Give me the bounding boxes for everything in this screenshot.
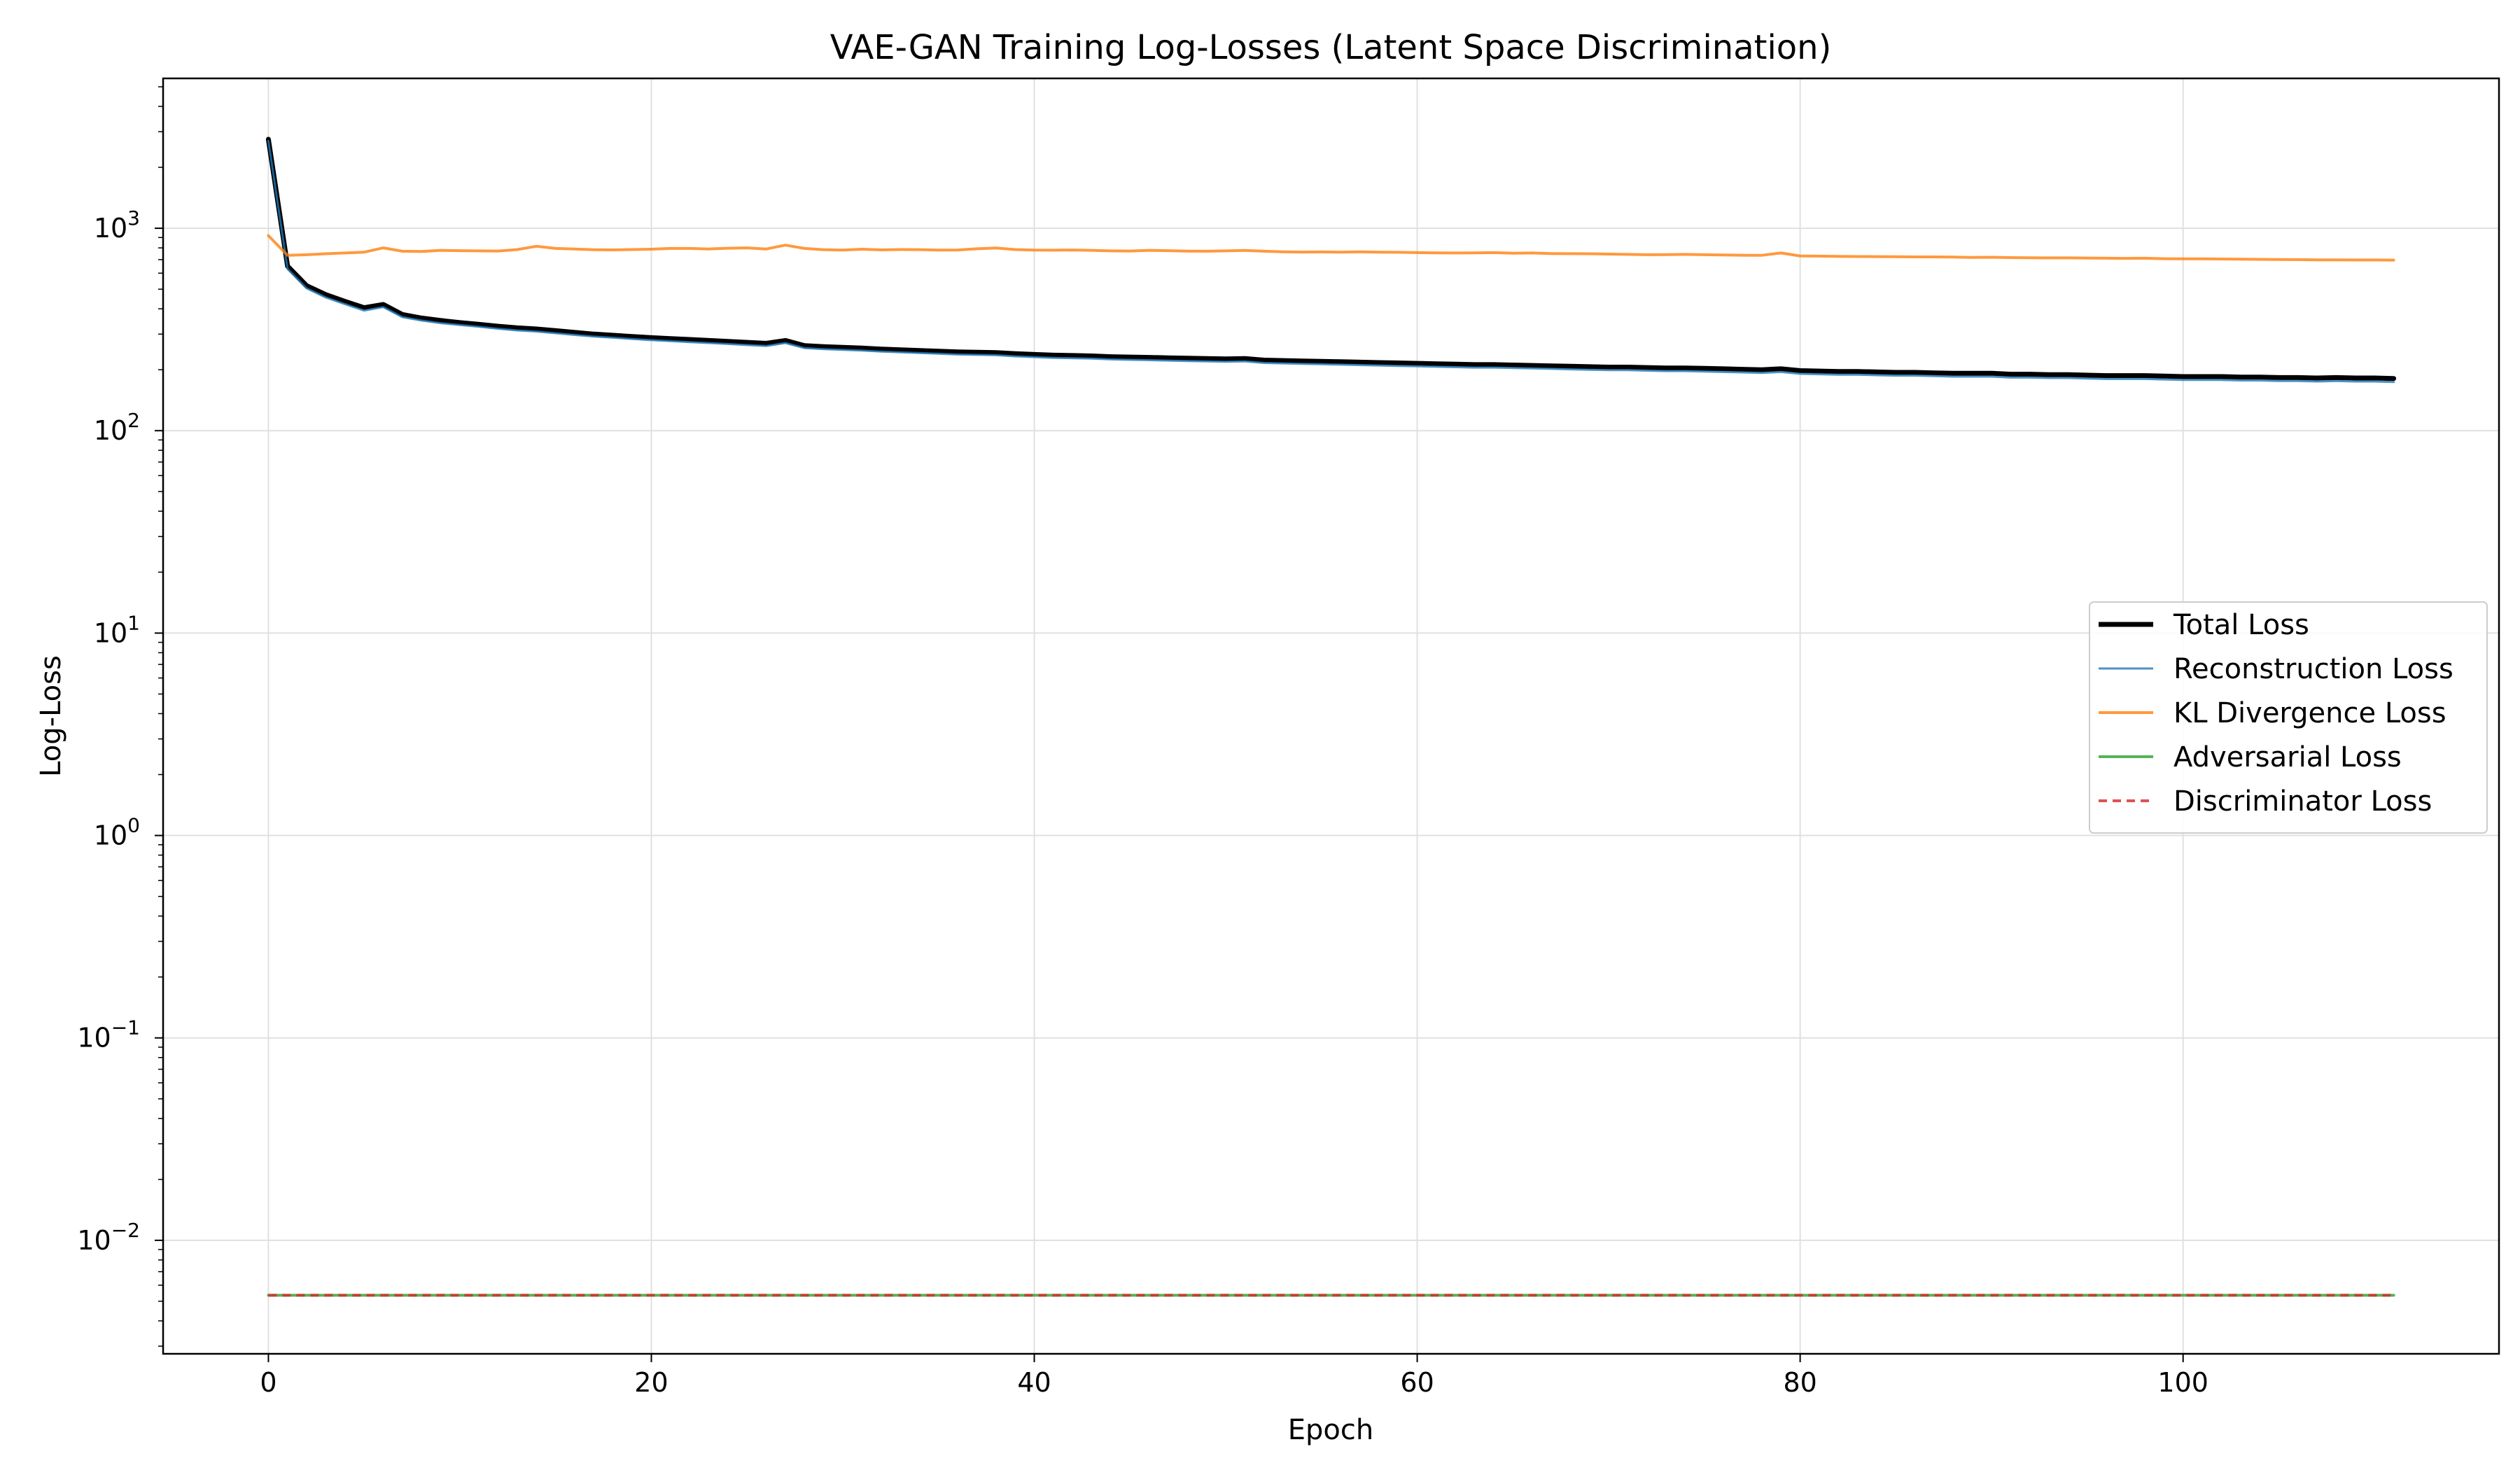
legend: Total Loss Reconstruction Loss KL Divergen… <box>2089 601 2488 834</box>
chart-title: VAE-GAN Training Log-Losses (Latent Spac… <box>830 28 1832 67</box>
x-axis-ticks: 0 20 40 60 80 100 <box>260 1354 2208 1398</box>
y-tick-base: 10 <box>77 1023 111 1054</box>
legend-box <box>2089 601 2488 834</box>
y-tick-exponent: −1 <box>111 1016 140 1040</box>
y-tick-base: 10 <box>77 1225 111 1256</box>
y-tick-label: 103 <box>94 206 140 244</box>
y-tick-label: 101 <box>94 611 140 648</box>
y-tick-label: 100 <box>94 814 140 851</box>
x-tick-label: 80 <box>1783 1367 1816 1398</box>
series-line-kl-divergence-loss <box>267 234 2395 262</box>
plot-frame <box>162 77 2500 1355</box>
x-tick-label: 20 <box>634 1367 668 1398</box>
y-tick-exponent: −2 <box>111 1219 140 1242</box>
legend-label: Adversarial Loss <box>2174 741 2402 774</box>
legend-label: Total Loss <box>2173 609 2309 641</box>
legend-label: KL Divergence Loss <box>2174 697 2446 729</box>
y-tick-exponent: 0 <box>127 814 140 837</box>
x-tick-label: 0 <box>260 1367 276 1398</box>
legend-label: Reconstruction Loss <box>2174 653 2454 685</box>
series-layer <box>265 136 2397 1297</box>
y-tick-base: 10 <box>94 820 127 851</box>
series-line-reconstruction-loss <box>267 139 2395 384</box>
y-tick-base: 10 <box>94 415 127 446</box>
x-tick-label: 60 <box>1400 1367 1434 1398</box>
y-tick-base: 10 <box>94 617 127 648</box>
y-tick-exponent: 2 <box>127 409 140 432</box>
x-tick-label: 40 <box>1017 1367 1051 1398</box>
x-axis-label: Epoch <box>1288 1414 1373 1446</box>
legend-label: Discriminator Loss <box>2174 785 2432 818</box>
y-tick-base: 10 <box>94 213 127 244</box>
y-tick-exponent: 3 <box>127 206 140 230</box>
y-tick-label: 102 <box>94 409 140 446</box>
y-tick-exponent: 1 <box>127 611 140 634</box>
series-line-total-loss <box>265 136 2397 382</box>
y-axis-label: Log-Loss <box>35 655 67 777</box>
x-tick-label: 100 <box>2157 1367 2208 1398</box>
y-tick-label: 10−1 <box>77 1016 140 1054</box>
y-tick-label: 10−2 <box>77 1219 140 1256</box>
